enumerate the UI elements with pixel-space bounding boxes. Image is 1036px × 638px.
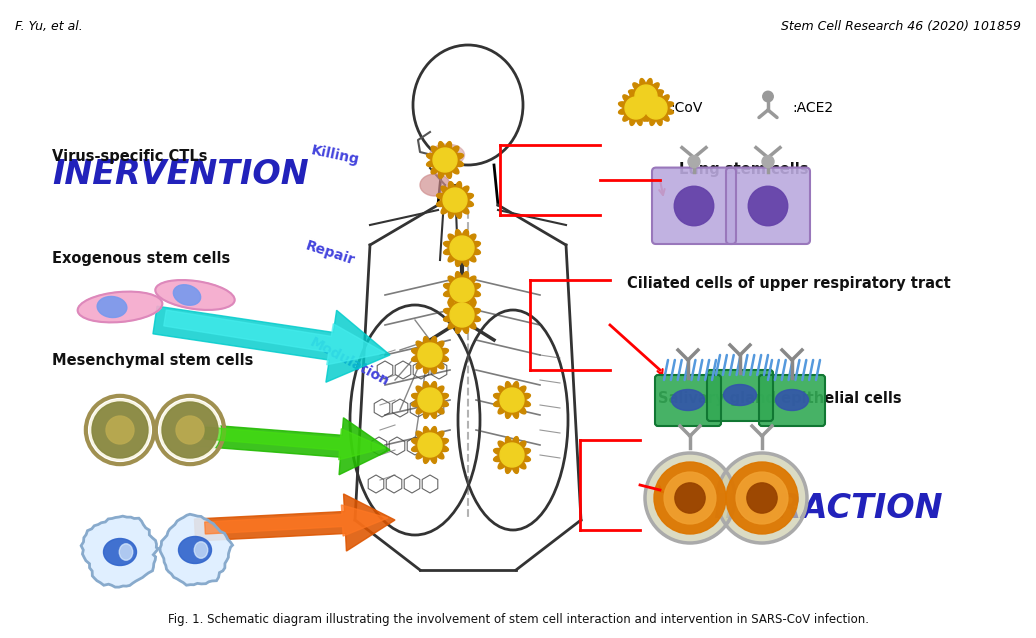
Polygon shape (160, 514, 233, 585)
Circle shape (106, 416, 134, 444)
Text: Ciliated cells of upper respiratory tract: Ciliated cells of upper respiratory trac… (627, 276, 951, 292)
Circle shape (450, 278, 474, 302)
Ellipse shape (173, 285, 201, 305)
FancyBboxPatch shape (759, 375, 825, 426)
Polygon shape (194, 418, 390, 475)
Circle shape (418, 388, 442, 412)
Polygon shape (205, 505, 388, 536)
Circle shape (688, 156, 700, 168)
Circle shape (674, 186, 714, 226)
Polygon shape (427, 142, 463, 179)
FancyBboxPatch shape (707, 370, 773, 421)
Ellipse shape (671, 390, 704, 410)
Text: Salivary gland epithelial cells: Salivary gland epithelial cells (658, 391, 901, 406)
Circle shape (635, 85, 657, 107)
Polygon shape (629, 78, 663, 114)
Circle shape (500, 388, 524, 412)
Polygon shape (81, 516, 159, 587)
Text: Mesenchymal stem cells: Mesenchymal stem cells (52, 353, 253, 368)
Polygon shape (411, 427, 449, 463)
Ellipse shape (178, 537, 211, 563)
Text: INERACTION: INERACTION (713, 491, 943, 524)
Circle shape (726, 462, 798, 534)
Polygon shape (204, 427, 385, 460)
Ellipse shape (97, 297, 126, 318)
Polygon shape (153, 306, 390, 382)
Ellipse shape (420, 174, 450, 196)
Polygon shape (443, 230, 481, 267)
Circle shape (762, 156, 774, 168)
Circle shape (92, 402, 148, 458)
Polygon shape (493, 436, 530, 473)
Ellipse shape (776, 390, 808, 410)
Circle shape (160, 400, 221, 460)
FancyBboxPatch shape (652, 168, 736, 244)
Polygon shape (618, 91, 654, 126)
Text: Stem Cell Research 46 (2020) 101859: Stem Cell Research 46 (2020) 101859 (781, 20, 1021, 33)
Circle shape (748, 186, 787, 226)
Ellipse shape (104, 538, 137, 565)
Circle shape (90, 400, 150, 460)
Ellipse shape (430, 144, 464, 166)
Ellipse shape (78, 292, 163, 322)
Text: Exogenous stem cells: Exogenous stem cells (52, 251, 230, 266)
FancyBboxPatch shape (726, 168, 810, 244)
Text: Lung stem cells: Lung stem cells (679, 161, 808, 177)
Circle shape (664, 472, 716, 524)
Polygon shape (443, 272, 481, 308)
Circle shape (737, 472, 788, 524)
Polygon shape (195, 494, 395, 551)
Circle shape (418, 433, 442, 457)
Circle shape (450, 236, 474, 260)
Circle shape (625, 97, 648, 119)
Circle shape (176, 416, 204, 444)
Circle shape (418, 343, 442, 367)
Circle shape (500, 443, 524, 467)
Text: Repair: Repair (304, 239, 356, 268)
Ellipse shape (195, 542, 208, 558)
Circle shape (162, 402, 218, 458)
Circle shape (450, 303, 474, 327)
Text: Killing: Killing (310, 143, 361, 167)
Circle shape (433, 148, 457, 172)
Polygon shape (411, 382, 449, 419)
Circle shape (762, 91, 773, 101)
Polygon shape (443, 297, 481, 334)
Circle shape (717, 453, 807, 543)
Ellipse shape (155, 280, 235, 310)
Text: :ACE2: :ACE2 (792, 101, 833, 115)
Text: F. Yu, et al.: F. Yu, et al. (15, 20, 83, 33)
Polygon shape (638, 91, 673, 126)
Text: INERVENTION: INERVENTION (53, 158, 310, 191)
Circle shape (674, 483, 706, 513)
Polygon shape (411, 337, 449, 373)
Ellipse shape (723, 385, 756, 406)
Circle shape (654, 462, 726, 534)
Polygon shape (436, 182, 473, 218)
Text: Fig. 1. Schematic diagram illustrating the involvement of stem cell interaction : Fig. 1. Schematic diagram illustrating t… (168, 614, 868, 627)
Text: Modulation: Modulation (308, 335, 392, 389)
Circle shape (443, 188, 467, 212)
Polygon shape (164, 310, 385, 365)
Ellipse shape (119, 544, 133, 560)
Polygon shape (493, 382, 530, 419)
Circle shape (645, 453, 735, 543)
Circle shape (645, 97, 667, 119)
Text: :CoV: :CoV (670, 101, 702, 115)
FancyBboxPatch shape (655, 375, 721, 426)
Circle shape (747, 483, 777, 513)
Text: Virus-specific CTLs: Virus-specific CTLs (52, 149, 207, 164)
